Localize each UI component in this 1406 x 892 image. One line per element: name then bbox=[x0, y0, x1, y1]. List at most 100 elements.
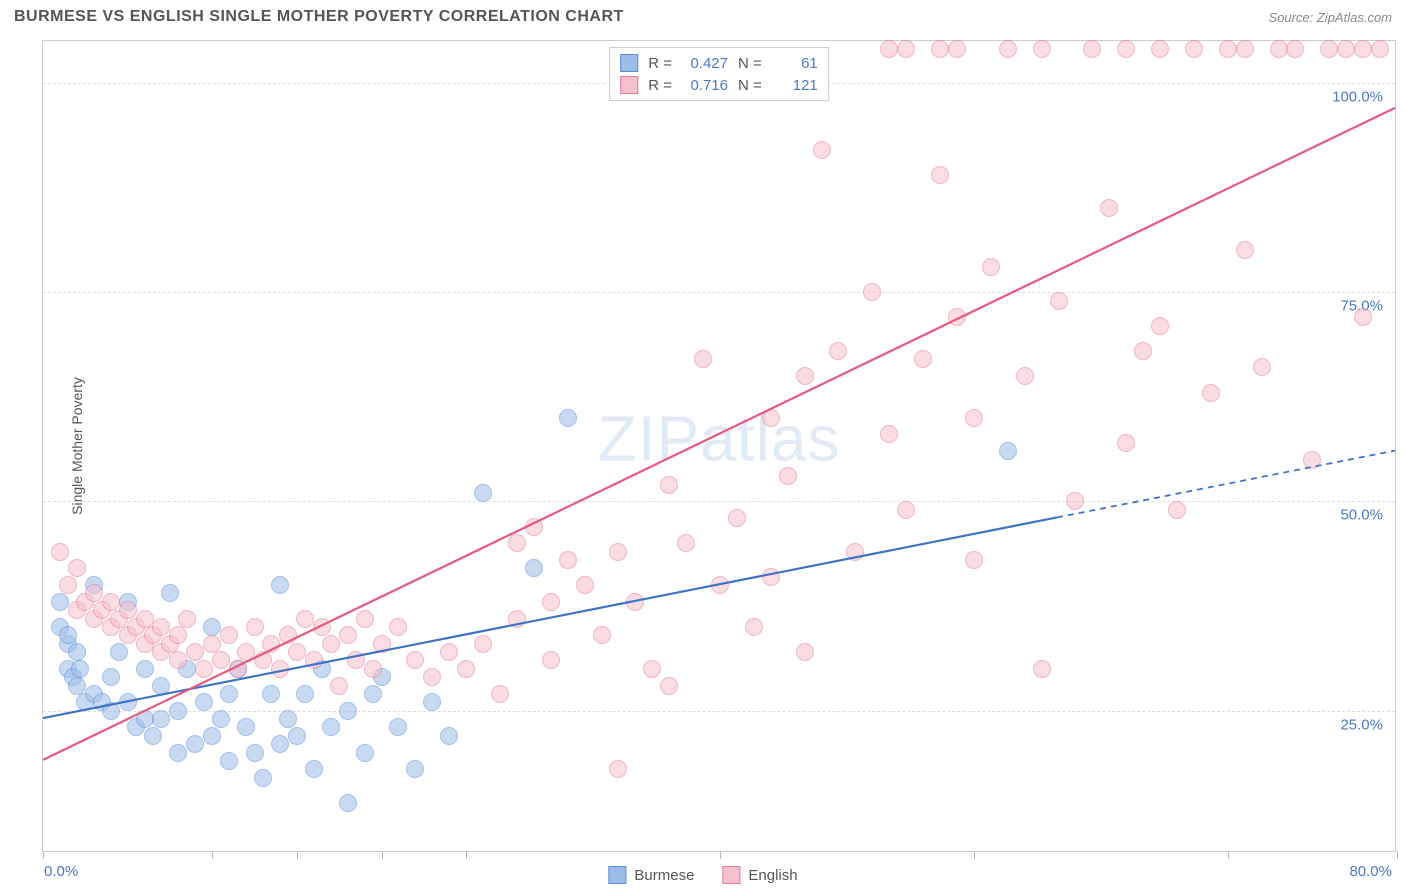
data-point bbox=[136, 660, 154, 678]
data-point bbox=[1100, 199, 1118, 217]
data-point bbox=[474, 635, 492, 653]
data-point bbox=[203, 635, 221, 653]
data-point bbox=[110, 643, 128, 661]
data-point bbox=[220, 752, 238, 770]
data-point bbox=[406, 651, 424, 669]
data-point bbox=[1033, 660, 1051, 678]
data-point bbox=[339, 702, 357, 720]
data-point bbox=[491, 685, 509, 703]
data-point bbox=[542, 593, 560, 611]
data-point bbox=[195, 693, 213, 711]
data-point bbox=[897, 501, 915, 519]
n-label: N = bbox=[738, 55, 762, 72]
data-point bbox=[85, 584, 103, 602]
data-point bbox=[51, 543, 69, 561]
x-tick bbox=[974, 851, 975, 859]
legend-series-label: Burmese bbox=[634, 867, 694, 884]
data-point bbox=[474, 484, 492, 502]
data-point bbox=[322, 718, 340, 736]
data-point bbox=[1083, 40, 1101, 58]
data-point bbox=[271, 735, 289, 753]
data-point bbox=[728, 509, 746, 527]
data-point bbox=[1371, 40, 1389, 58]
data-point bbox=[288, 727, 306, 745]
data-point bbox=[660, 476, 678, 494]
data-point bbox=[102, 702, 120, 720]
x-tick bbox=[212, 851, 213, 859]
data-point bbox=[779, 467, 797, 485]
data-point bbox=[525, 559, 543, 577]
data-point bbox=[195, 660, 213, 678]
data-point bbox=[440, 727, 458, 745]
data-point bbox=[1185, 40, 1203, 58]
data-point bbox=[576, 576, 594, 594]
data-point bbox=[999, 442, 1017, 460]
data-point bbox=[677, 534, 695, 552]
data-point bbox=[305, 760, 323, 778]
data-point bbox=[643, 660, 661, 678]
y-tick-label: 50.0% bbox=[1340, 507, 1383, 524]
data-point bbox=[931, 40, 949, 58]
data-point bbox=[982, 258, 1000, 276]
data-point bbox=[364, 660, 382, 678]
data-point bbox=[423, 668, 441, 686]
data-point bbox=[1337, 40, 1355, 58]
data-point bbox=[262, 685, 280, 703]
data-point bbox=[364, 685, 382, 703]
data-point bbox=[330, 677, 348, 695]
data-point bbox=[762, 568, 780, 586]
data-point bbox=[169, 702, 187, 720]
data-point bbox=[1236, 241, 1254, 259]
data-point bbox=[1134, 342, 1152, 360]
data-point bbox=[254, 769, 272, 787]
legend-swatch bbox=[608, 866, 626, 884]
data-point bbox=[931, 166, 949, 184]
legend-series-label: English bbox=[748, 867, 797, 884]
data-point bbox=[1202, 384, 1220, 402]
data-point bbox=[406, 760, 424, 778]
data-point bbox=[212, 710, 230, 728]
gridline bbox=[43, 711, 1395, 712]
data-point bbox=[51, 593, 69, 611]
data-point bbox=[296, 610, 314, 628]
data-point bbox=[237, 643, 255, 661]
data-point bbox=[169, 744, 187, 762]
n-value: 121 bbox=[772, 77, 818, 94]
data-point bbox=[186, 735, 204, 753]
data-point bbox=[1033, 40, 1051, 58]
legend-stat-row: R =0.427N =61 bbox=[620, 52, 818, 74]
data-point bbox=[186, 643, 204, 661]
data-point bbox=[965, 409, 983, 427]
data-point bbox=[542, 651, 560, 669]
data-point bbox=[1303, 451, 1321, 469]
gridline bbox=[43, 501, 1395, 502]
r-label: R = bbox=[648, 55, 672, 72]
data-point bbox=[296, 685, 314, 703]
chart-title: BURMESE VS ENGLISH SINGLE MOTHER POVERTY… bbox=[14, 8, 624, 26]
data-point bbox=[1151, 317, 1169, 335]
data-point bbox=[161, 584, 179, 602]
x-tick bbox=[466, 851, 467, 859]
data-point bbox=[322, 635, 340, 653]
data-point bbox=[897, 40, 915, 58]
data-point bbox=[593, 626, 611, 644]
legend-series-item: English bbox=[722, 866, 797, 884]
data-point bbox=[660, 677, 678, 695]
data-point bbox=[846, 543, 864, 561]
data-point bbox=[373, 635, 391, 653]
data-point bbox=[254, 651, 272, 669]
data-point bbox=[1236, 40, 1254, 58]
data-point bbox=[525, 518, 543, 536]
r-value: 0.427 bbox=[682, 55, 728, 72]
data-point bbox=[339, 626, 357, 644]
data-point bbox=[237, 718, 255, 736]
data-point bbox=[457, 660, 475, 678]
correlation-legend: R =0.427N =61R =0.716N =121 bbox=[609, 47, 829, 101]
data-point bbox=[220, 626, 238, 644]
data-point bbox=[796, 643, 814, 661]
data-point bbox=[152, 677, 170, 695]
series-legend: Burmese English bbox=[608, 866, 797, 884]
x-axis-max-label: 80.0% bbox=[1349, 863, 1392, 880]
data-point bbox=[203, 618, 221, 636]
data-point bbox=[271, 576, 289, 594]
